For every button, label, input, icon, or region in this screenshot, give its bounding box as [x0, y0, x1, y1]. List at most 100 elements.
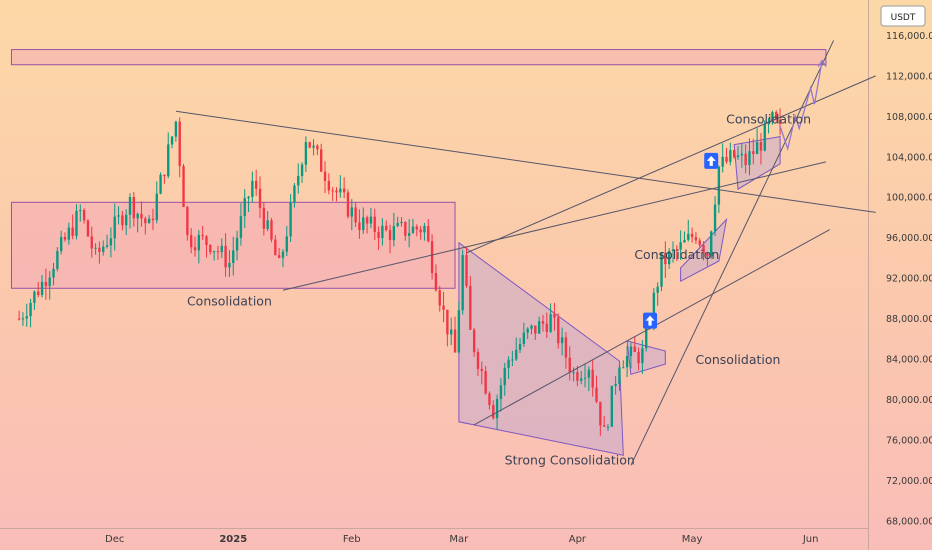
y-tick-label: 116,000.00 [886, 31, 932, 42]
candle [117, 206, 120, 225]
candle [167, 132, 170, 179]
y-tick-label: 72,000.00 [886, 476, 932, 487]
candle [212, 250, 216, 261]
candle [128, 193, 132, 229]
y-tick-label: 92,000.00 [886, 274, 932, 285]
y-tick-label: 96,000.00 [886, 233, 932, 244]
candle [633, 336, 636, 353]
candle [591, 359, 594, 397]
candle [29, 298, 32, 328]
candle [159, 172, 162, 195]
candle [687, 219, 690, 242]
candle [763, 120, 766, 152]
candle [281, 249, 285, 268]
candle [434, 264, 438, 292]
candle [52, 262, 55, 286]
candle [247, 195, 250, 212]
candle [771, 110, 774, 125]
candle [522, 322, 526, 347]
candle [537, 316, 541, 334]
candle [369, 207, 373, 229]
candle [713, 196, 717, 237]
rising-support-1 [282, 161, 827, 291]
candle [358, 209, 361, 239]
candle [545, 312, 548, 338]
candle [411, 218, 415, 234]
candle [56, 247, 59, 272]
y-tick-label: 76,000.00 [886, 436, 932, 447]
candle [105, 234, 109, 249]
candle [90, 226, 93, 258]
candle [174, 120, 178, 142]
x-tick-label: Jun [802, 534, 819, 545]
candle [79, 204, 82, 222]
resistance-zone [10, 49, 827, 66]
candle [121, 210, 124, 231]
candle [599, 401, 602, 436]
candle [362, 207, 365, 235]
candle [75, 204, 78, 240]
candle [702, 241, 705, 261]
candle [721, 143, 724, 173]
candle [270, 217, 273, 243]
candle [285, 225, 288, 257]
candle [17, 310, 21, 321]
candle [170, 135, 174, 149]
y-tick-label: 80,000.00 [886, 395, 932, 406]
candle [71, 214, 74, 240]
candle [342, 177, 346, 199]
x-tick-label: Feb [343, 534, 361, 545]
projection-arrowhead [817, 59, 827, 68]
candle [625, 345, 629, 378]
candle [427, 219, 430, 243]
candle [258, 176, 262, 219]
candle [530, 324, 533, 335]
candle [526, 327, 529, 340]
candle [262, 202, 266, 236]
candle [664, 241, 667, 279]
candle [488, 391, 491, 410]
candle [67, 222, 71, 245]
candle [124, 209, 128, 235]
candle [308, 141, 311, 149]
candle [21, 312, 25, 327]
candle [381, 218, 384, 246]
y-tick-label: 112,000.00 [886, 71, 932, 82]
candle [622, 360, 625, 369]
candle [293, 183, 296, 208]
candle [266, 210, 269, 232]
candle [557, 313, 560, 349]
candle [446, 309, 449, 347]
candle [430, 234, 434, 280]
flag-1 [626, 340, 666, 375]
currency-badge-label: USDT [891, 13, 916, 23]
candle [706, 252, 709, 267]
candle [610, 385, 613, 428]
candle [155, 181, 158, 224]
candle [710, 230, 713, 259]
candle [109, 227, 113, 258]
candle [572, 367, 575, 382]
x-axis: Dec 2025 Feb Mar Apr May Jun [105, 534, 818, 545]
candle [297, 163, 300, 194]
candle [354, 202, 357, 227]
candle [63, 232, 67, 242]
candle [44, 268, 48, 300]
candle [392, 212, 396, 247]
candle [438, 285, 441, 312]
candle [339, 175, 342, 198]
candle [472, 328, 476, 357]
candle [759, 133, 763, 165]
candle [752, 138, 755, 165]
candle [667, 248, 671, 269]
candle [193, 236, 197, 257]
candle [675, 245, 678, 261]
candle [492, 400, 495, 420]
candle [151, 208, 155, 230]
candle [274, 235, 277, 256]
candle [331, 187, 334, 201]
candle [679, 230, 682, 261]
candle [400, 217, 403, 227]
candle [748, 138, 751, 176]
